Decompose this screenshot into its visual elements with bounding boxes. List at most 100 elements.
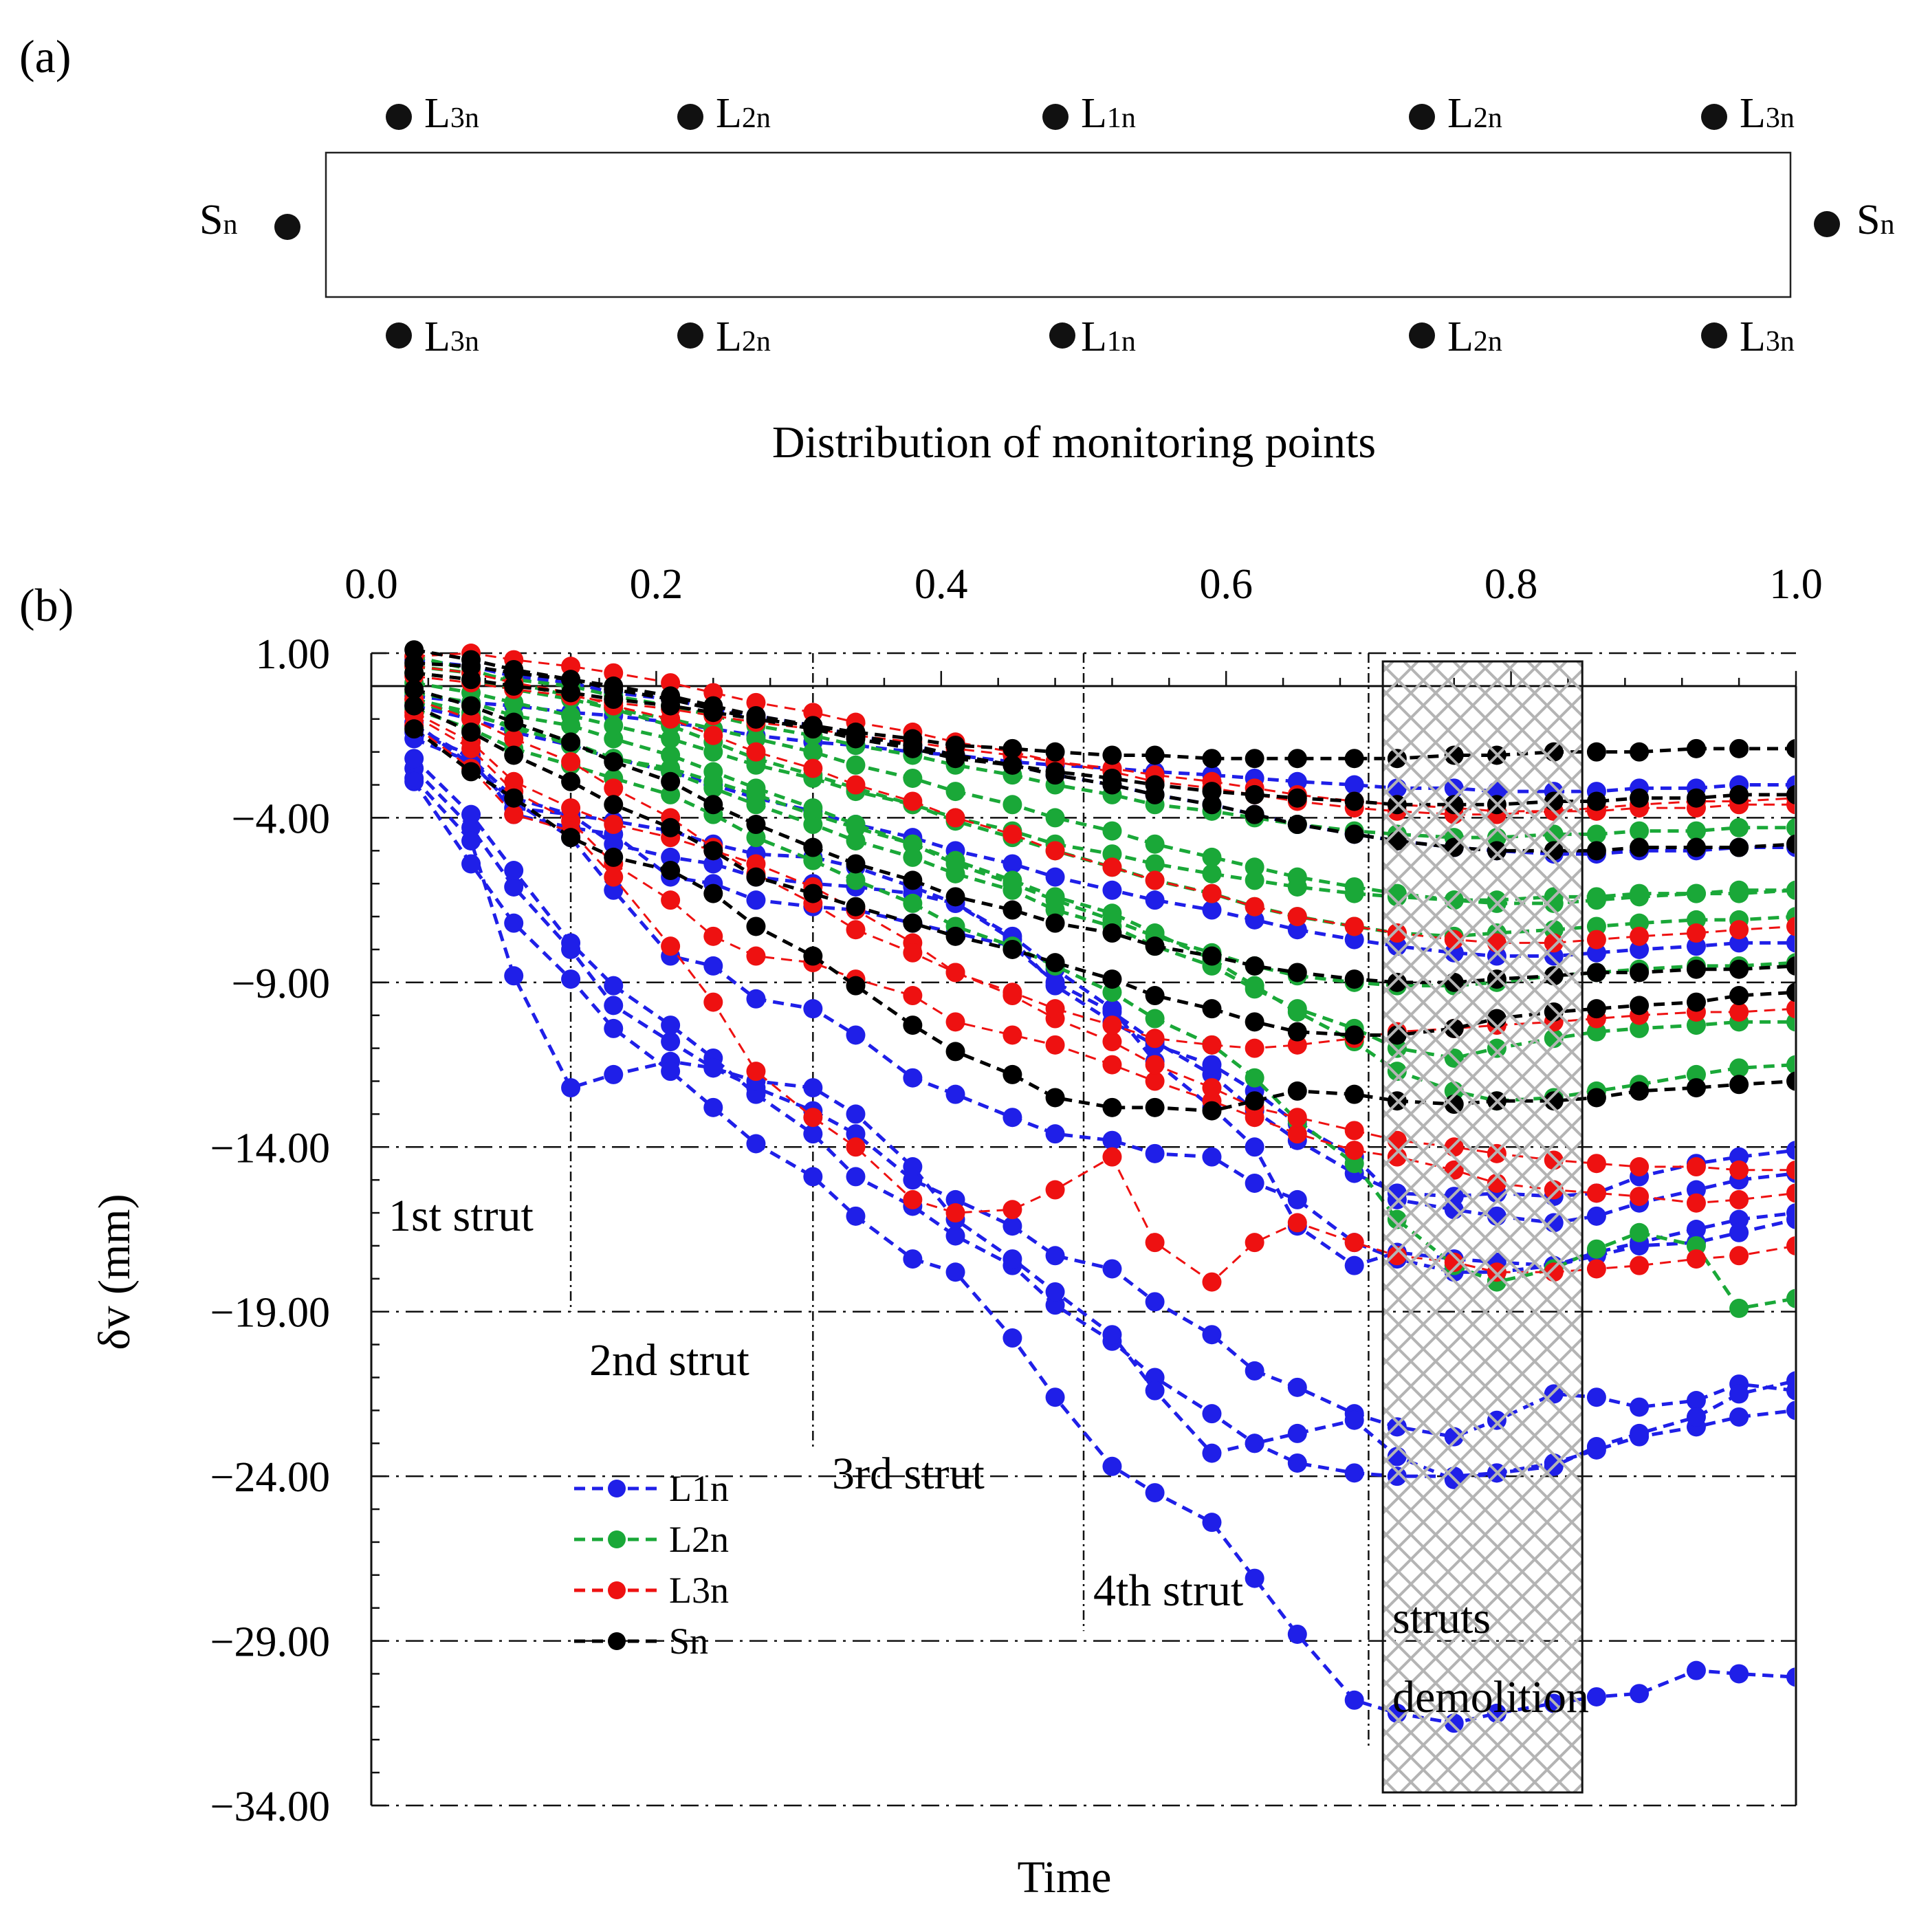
data-point-Sn <box>561 683 581 703</box>
data-point-L3n <box>846 920 866 940</box>
data-point-L2n <box>1287 999 1307 1019</box>
data-point-L1n <box>1145 1143 1165 1163</box>
data-point-L2n <box>1729 1298 1749 1318</box>
series-line-L3n <box>413 665 1795 944</box>
data-point-L2n <box>1630 883 1650 903</box>
demolition-zone: struts demolition <box>1381 660 1589 1794</box>
data-point-L2n <box>803 815 823 835</box>
data-point-L1n <box>1729 1222 1749 1242</box>
monitoring-point-marker <box>1701 104 1727 130</box>
data-point-L1n <box>661 1032 681 1052</box>
data-point-Sn <box>746 867 766 887</box>
data-point-L3n <box>1145 1029 1165 1049</box>
data-point-L3n <box>1344 1233 1364 1253</box>
data-point-L2n <box>1287 877 1307 897</box>
data-point-Sn <box>504 788 524 808</box>
data-point-Sn <box>1245 804 1264 824</box>
data-point-L3n <box>1145 1055 1165 1075</box>
x-tick-label: 0.8 <box>1485 561 1538 608</box>
data-point-L3n <box>1630 1157 1650 1177</box>
data-point-L2n <box>903 768 923 788</box>
data-point-L1n <box>461 854 481 874</box>
y-tick-label: −4.00 <box>232 795 330 842</box>
data-point-Sn <box>504 745 524 765</box>
data-point-Sn <box>945 926 965 946</box>
data-point-L3n <box>661 936 681 956</box>
data-point-L1n <box>903 1249 923 1269</box>
data-point-Sn <box>1102 768 1122 788</box>
data-point-L1n <box>1102 1325 1122 1345</box>
data-point-Sn <box>1586 841 1606 861</box>
panel-b-label: (b) <box>19 579 74 631</box>
data-point-Sn <box>1202 782 1222 802</box>
data-point-L1n <box>1786 1209 1795 1229</box>
data-point-Sn <box>1287 815 1307 835</box>
data-point-L2n <box>1686 883 1706 903</box>
data-point-L1n <box>803 999 823 1019</box>
monitoring-point-marker <box>1042 104 1069 130</box>
data-point-L1n <box>1344 775 1364 795</box>
data-point-L3n <box>746 946 766 966</box>
data-point-Sn <box>1245 1012 1264 1032</box>
data-point-L2n <box>746 795 766 815</box>
data-point-L3n <box>1586 1259 1606 1279</box>
data-point-L1n <box>746 890 766 910</box>
data-point-L2n <box>1145 834 1165 854</box>
data-point-Sn <box>461 722 481 742</box>
data-point-L2n <box>1630 913 1650 933</box>
data-point-Sn <box>1245 749 1264 769</box>
data-point-L1n <box>1245 1173 1264 1193</box>
data-point-L1n <box>1045 867 1065 887</box>
data-point-L2n <box>1786 817 1795 837</box>
data-point-Sn <box>703 883 723 903</box>
data-point-L3n <box>1729 1160 1749 1180</box>
data-point-L1n <box>1045 1124 1065 1144</box>
data-point-L3n <box>661 890 681 910</box>
data-point-L1n <box>1145 1368 1165 1387</box>
y-tick-label: −29.00 <box>210 1619 330 1666</box>
data-point-L3n <box>1630 1187 1650 1207</box>
data-point-L2n <box>1245 870 1264 890</box>
data-point-L1n <box>604 996 624 1016</box>
data-point-L3n <box>746 742 766 762</box>
data-point-Sn <box>461 650 481 670</box>
monitoring-point-label: L1n <box>1081 90 1136 137</box>
data-point-L2n <box>661 784 681 804</box>
data-point-L3n <box>703 683 723 703</box>
data-point-L2n <box>1102 983 1122 1002</box>
demolition-box <box>1381 660 1584 1794</box>
data-point-L1n <box>1786 933 1795 953</box>
data-point-L2n <box>1045 808 1065 828</box>
data-point-Sn <box>504 659 524 679</box>
legend-label: L2n <box>669 1519 729 1560</box>
data-point-Sn <box>461 696 481 716</box>
stage-label: 4th strut <box>1093 1566 1243 1616</box>
data-point-L3n <box>604 663 624 683</box>
data-point-L3n <box>1630 1255 1650 1275</box>
data-point-L1n <box>703 956 723 976</box>
data-point-Sn <box>1202 999 1222 1019</box>
data-point-L3n <box>903 943 923 963</box>
data-point-L3n <box>803 758 823 778</box>
data-point-L3n <box>945 1203 965 1223</box>
legend-label: Sn <box>669 1621 708 1662</box>
data-point-L1n <box>1102 880 1122 900</box>
data-point-Sn <box>1729 738 1749 758</box>
data-point-Sn <box>1586 963 1606 983</box>
data-point-L1n <box>1245 910 1264 930</box>
data-point-Sn <box>1729 959 1749 979</box>
data-point-L2n <box>1686 1016 1706 1035</box>
data-point-L3n <box>604 778 624 798</box>
data-point-L3n <box>1287 1213 1307 1233</box>
data-point-L2n <box>1686 1236 1706 1255</box>
data-point-Sn <box>1686 959 1706 979</box>
data-point-Sn <box>1729 784 1749 804</box>
data-point-Sn <box>404 696 424 716</box>
data-point-Sn <box>803 716 823 736</box>
data-point-L1n <box>504 877 524 897</box>
data-point-Sn <box>1145 936 1165 956</box>
data-point-L1n <box>561 933 581 953</box>
data-point-L3n <box>1045 1035 1065 1055</box>
data-point-L3n <box>604 815 624 835</box>
data-point-Sn <box>1586 999 1606 1019</box>
